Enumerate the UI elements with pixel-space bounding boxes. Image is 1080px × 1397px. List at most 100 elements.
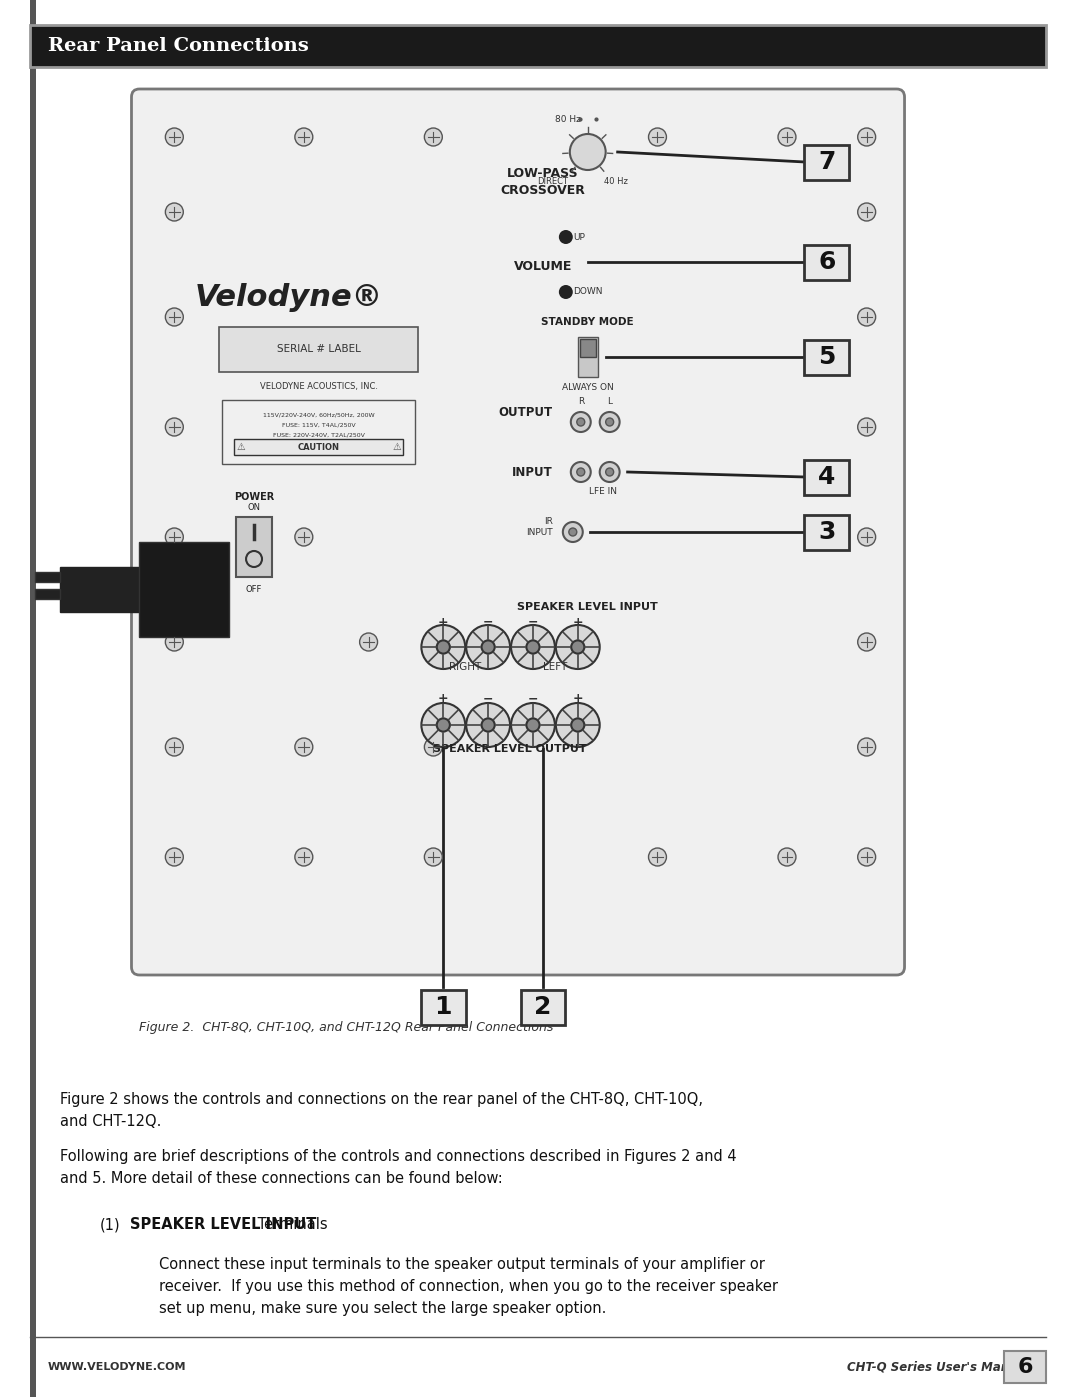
Text: Following are brief descriptions of the controls and connections described in Fi: Following are brief descriptions of the … [59, 1148, 737, 1186]
Text: 5: 5 [819, 345, 836, 369]
Bar [521, 989, 565, 1024]
Circle shape [858, 528, 876, 546]
Circle shape [858, 307, 876, 326]
Text: FUSE: 115V, T4AL/250V: FUSE: 115V, T4AL/250V [282, 422, 355, 427]
Bar [1004, 1351, 1047, 1383]
Bar [59, 567, 139, 612]
Text: INPUT: INPUT [512, 465, 553, 479]
Text: ON: ON [247, 503, 260, 511]
Text: −: − [528, 693, 538, 705]
Circle shape [165, 633, 184, 651]
Circle shape [421, 624, 465, 669]
Circle shape [648, 848, 666, 866]
Circle shape [571, 412, 591, 432]
Bar [578, 337, 597, 377]
Circle shape [482, 640, 495, 654]
Bar [580, 339, 596, 358]
Text: R: R [578, 398, 584, 407]
Bar [30, 25, 1047, 67]
Circle shape [165, 307, 184, 326]
Text: 115V/220V-240V, 60Hz/50Hz, 200W: 115V/220V-240V, 60Hz/50Hz, 200W [262, 412, 375, 418]
Text: Connect these input terminals to the speaker output terminals of your amplifier : Connect these input terminals to the spe… [160, 1257, 779, 1316]
Circle shape [436, 718, 450, 732]
Circle shape [858, 633, 876, 651]
Text: SPEAKER LEVEL INPUT: SPEAKER LEVEL INPUT [517, 602, 658, 612]
Circle shape [563, 522, 583, 542]
Circle shape [526, 718, 540, 732]
Text: Terminals: Terminals [253, 1217, 327, 1232]
Bar [30, 0, 36, 1397]
Circle shape [165, 129, 184, 147]
Bar [805, 144, 849, 179]
Circle shape [858, 418, 876, 436]
Text: VOLUME: VOLUME [514, 260, 572, 274]
Text: −: − [528, 616, 538, 629]
Text: 3: 3 [819, 520, 836, 543]
Bar [234, 439, 404, 455]
Text: STANDBY MODE: STANDBY MODE [541, 317, 634, 327]
Text: Figure 2.  CHT-8Q, CHT-10Q, and CHT-12Q Rear Panel Connections: Figure 2. CHT-8Q, CHT-10Q, and CHT-12Q R… [139, 1020, 554, 1034]
Text: ⚠: ⚠ [392, 441, 401, 453]
Circle shape [511, 703, 555, 747]
Circle shape [424, 848, 443, 866]
Text: DIRECT: DIRECT [538, 177, 568, 187]
Text: IR
INPUT: IR INPUT [526, 517, 553, 536]
Circle shape [482, 718, 495, 732]
Circle shape [648, 129, 666, 147]
Circle shape [571, 462, 591, 482]
Text: CAUTION: CAUTION [298, 443, 340, 451]
Bar [805, 514, 849, 549]
Text: DOWN: DOWN [572, 288, 603, 296]
Text: +: + [572, 693, 583, 705]
Circle shape [295, 129, 313, 147]
Circle shape [577, 468, 584, 476]
Text: 2: 2 [535, 995, 552, 1018]
Text: 6: 6 [819, 250, 836, 274]
Text: LEFT: LEFT [543, 662, 567, 672]
Text: Figure 2 shows the controls and connections on the rear panel of the CHT-8Q, CHT: Figure 2 shows the controls and connecti… [59, 1092, 703, 1129]
Circle shape [424, 738, 443, 756]
Circle shape [295, 528, 313, 546]
Circle shape [606, 418, 613, 426]
Circle shape [165, 418, 184, 436]
Bar [805, 244, 849, 279]
Circle shape [571, 640, 584, 654]
Circle shape [570, 134, 606, 170]
Text: FUSE: 220V-240V, T2AL/250V: FUSE: 220V-240V, T2AL/250V [273, 433, 365, 437]
Bar [805, 460, 849, 495]
Circle shape [778, 129, 796, 147]
Text: SPEAKER LEVEL INPUT: SPEAKER LEVEL INPUT [130, 1217, 315, 1232]
Bar [219, 327, 418, 372]
Circle shape [165, 203, 184, 221]
Circle shape [778, 848, 796, 866]
Circle shape [165, 528, 184, 546]
Text: LFE IN: LFE IN [589, 488, 617, 496]
Circle shape [511, 624, 555, 669]
Text: +: + [572, 616, 583, 629]
Bar [237, 517, 272, 577]
Circle shape [577, 418, 584, 426]
Text: 4: 4 [819, 465, 836, 489]
Circle shape [295, 738, 313, 756]
Text: OUTPUT: OUTPUT [499, 405, 553, 419]
Text: 1: 1 [434, 995, 453, 1018]
FancyBboxPatch shape [222, 400, 416, 464]
Circle shape [599, 412, 620, 432]
Text: ⚠: ⚠ [237, 441, 245, 453]
Text: LOW-PASS
CROSSOVER: LOW-PASS CROSSOVER [500, 168, 585, 197]
Circle shape [165, 738, 184, 756]
Text: SPEAKER LEVEL OUTPUT: SPEAKER LEVEL OUTPUT [433, 745, 586, 754]
Circle shape [436, 640, 450, 654]
Circle shape [556, 703, 599, 747]
Text: +: + [438, 693, 448, 705]
Text: L: L [607, 398, 612, 407]
Text: ALWAYS ON: ALWAYS ON [562, 383, 613, 391]
Text: POWER: POWER [234, 492, 274, 502]
Text: (1): (1) [99, 1217, 120, 1232]
Circle shape [858, 738, 876, 756]
Text: 40 Hz: 40 Hz [604, 177, 627, 187]
Circle shape [599, 462, 620, 482]
Bar [139, 542, 229, 637]
Text: RIGHT: RIGHT [449, 662, 482, 672]
Text: 6: 6 [1017, 1356, 1032, 1377]
